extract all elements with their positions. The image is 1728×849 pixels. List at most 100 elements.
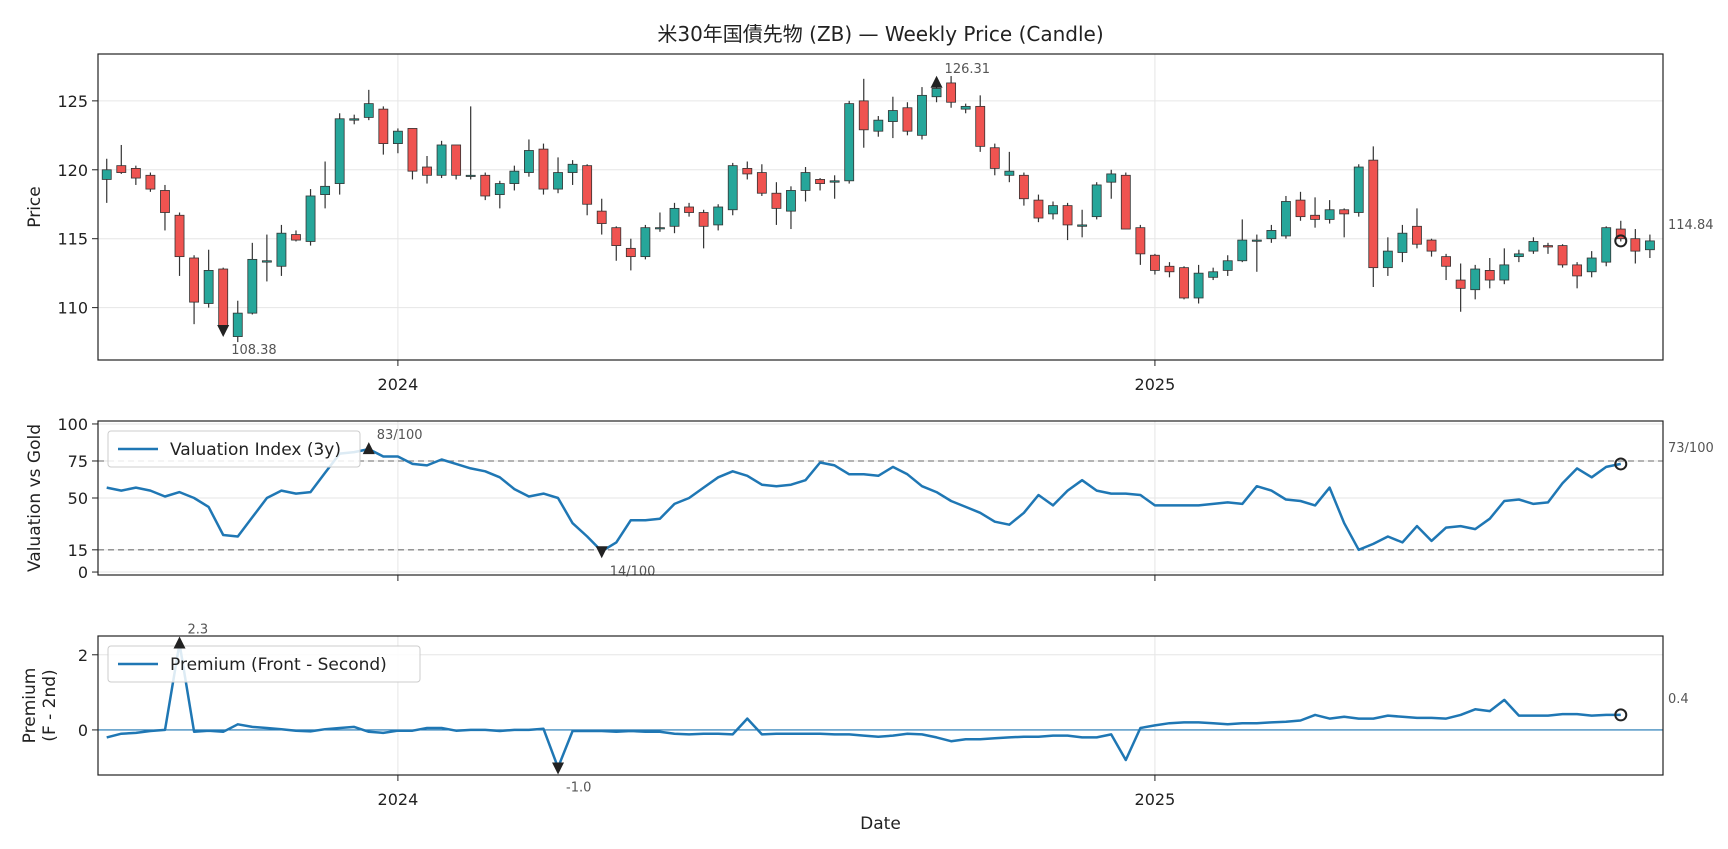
candle-body [1266,230,1277,240]
candle-body [276,232,287,267]
candle [611,226,622,261]
candle [669,202,680,234]
candle-body [538,148,549,190]
candle [392,128,403,154]
candle [1222,255,1233,276]
candle-body [1572,264,1583,277]
candle [116,144,127,174]
candle-body [1426,239,1437,252]
candle [101,158,112,203]
candle [538,143,549,195]
candle-body [451,144,462,176]
candle [145,172,156,192]
candle-body [887,110,898,122]
candle-body [1150,254,1160,271]
candle [480,172,491,201]
candle [349,114,360,125]
candle [1106,169,1117,199]
y-axis-label: Premium(F - 2nd) [20,668,60,744]
candle [1543,242,1553,254]
x-tick-label: 2025 [1135,375,1176,394]
candle-body [989,147,1000,169]
candle [960,103,971,114]
candle-body [1018,174,1029,200]
candle [1615,220,1626,242]
candle-body [1164,265,1175,273]
candle-body [771,192,782,209]
y-tick-label: 125 [57,92,88,111]
candle [1164,262,1175,278]
candle [160,184,170,231]
panel-3: 0 2 Premium(F - 2nd) Premium (Front - Secon… [20,623,1689,809]
candle [1208,267,1219,281]
candle [756,164,767,196]
series-line [106,642,1621,769]
chart-title: 米30年国債先物 (ZB) — Weekly Price (Candle) [657,22,1103,46]
candle-body [232,312,243,337]
candle-body [1353,166,1364,213]
candle [1281,195,1291,239]
candle [378,106,389,155]
candle [1048,201,1058,220]
candle-body [1368,159,1379,269]
y-tick-label: 2 [78,646,88,665]
last-value-marker [1614,708,1628,722]
candle [1499,248,1510,285]
candle-body [392,130,403,144]
candle [713,204,724,231]
annotation-label: 83/100 [377,428,423,443]
candle-body [524,150,534,173]
candle-body [596,210,607,224]
candle [1004,151,1015,183]
candle-body [160,190,170,213]
candle-body [436,144,447,176]
candle-body [625,247,636,258]
candle [247,242,258,315]
candle-body [247,258,258,314]
legend-box [107,430,361,468]
candle-body [1324,209,1335,220]
y-tick-label: 15 [68,541,88,560]
candle-body [858,100,869,131]
candle [946,76,957,108]
candle-body [698,212,709,227]
candle [174,212,185,276]
candle [509,165,520,191]
candle [1557,244,1568,268]
candle [1179,266,1189,300]
panel-frame [97,420,1664,576]
candle-body [334,118,345,184]
candle-body [465,174,476,177]
candle [1382,237,1393,276]
candle [873,116,884,137]
candle-body [189,257,199,303]
candle [451,144,462,180]
candle [800,167,811,202]
last-value-marker [1614,457,1628,471]
candle-body [145,174,156,190]
annotation-label: 114.84 [1668,218,1714,233]
y-tick-label: 50 [68,489,88,508]
candle-body [1441,256,1451,267]
annotation: -1.0 [552,762,591,795]
candle-body [1484,270,1495,281]
annotation: 2.3 [173,623,208,649]
candle [684,202,694,217]
candle-body [931,88,942,98]
x-axis-label: Date [860,814,901,834]
candle [218,267,229,333]
candle [975,95,986,152]
candle [1484,258,1495,289]
candle [1295,191,1306,221]
candle-body [960,105,971,110]
y-tick-label: 100 [57,415,88,434]
candle-body [669,207,680,227]
candle [320,161,331,209]
y-tick-label: 110 [57,299,88,318]
candle-body [1470,268,1481,291]
candle [422,156,432,184]
peak-marker [173,636,186,649]
candle [1368,146,1379,287]
candle [553,157,563,194]
candle-body [582,165,593,205]
